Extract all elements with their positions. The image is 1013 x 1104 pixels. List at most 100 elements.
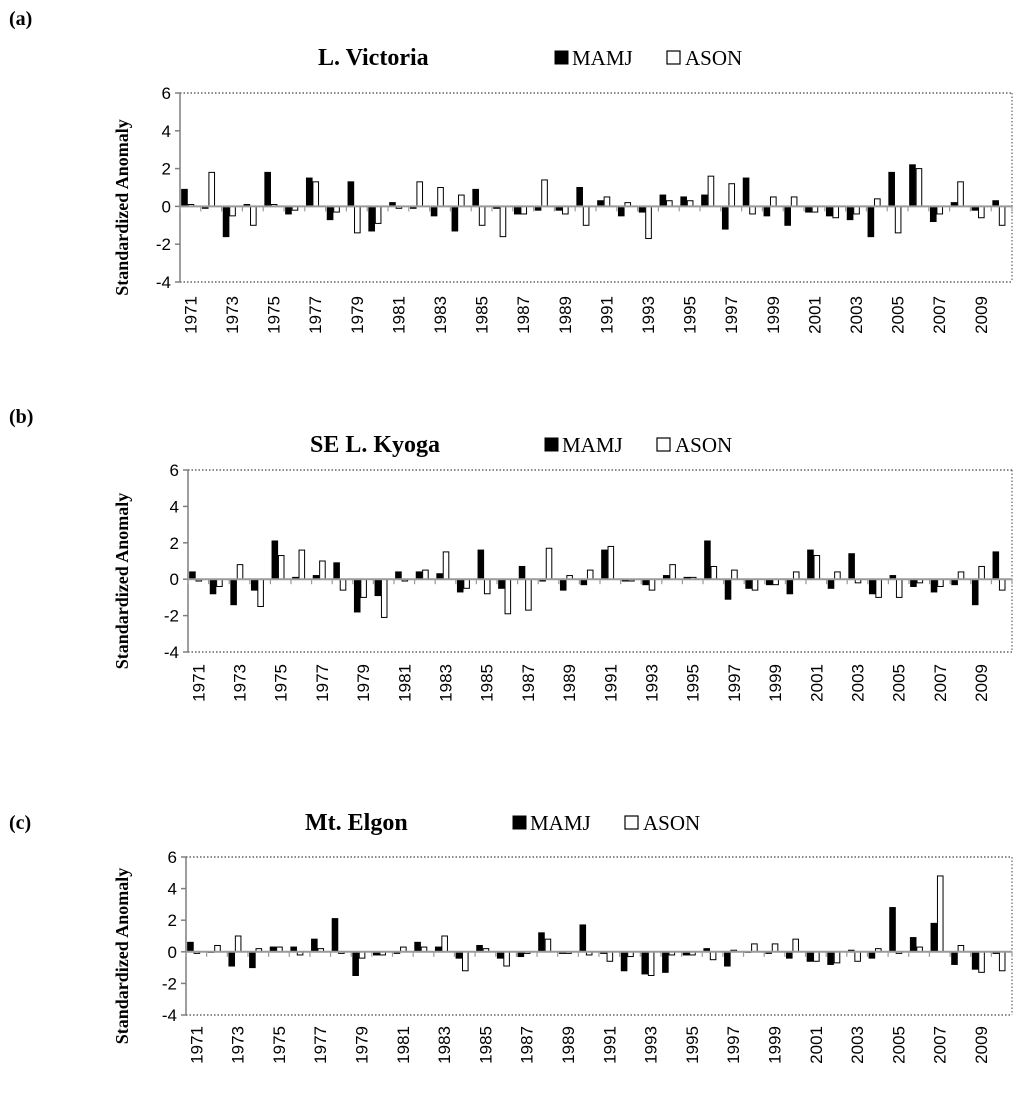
- bar-mamj: [353, 578, 361, 613]
- bar-mamj: [538, 932, 545, 953]
- bar-mamj: [846, 205, 854, 221]
- bar-mamj: [701, 194, 708, 207]
- bar-mamj: [326, 205, 334, 221]
- panel-b: (b) 6 4 2 0 -2 -4 Standardized Anomaly 1971 1973…: [0, 380, 1013, 740]
- y-tick-label: -2: [164, 607, 179, 626]
- bar-ason: [229, 205, 236, 217]
- bar-mamj: [745, 578, 752, 589]
- bar-mamj: [456, 578, 464, 593]
- x-tick-label: 1981: [394, 1026, 413, 1064]
- x-tick-label: 1997: [725, 664, 744, 702]
- bar-ason: [751, 578, 759, 591]
- x-tick-label: 1977: [306, 296, 325, 334]
- bar-mamj: [222, 205, 230, 238]
- bar-mamj: [930, 578, 938, 593]
- bar-ason: [339, 578, 347, 591]
- bar-ason: [525, 578, 532, 611]
- legend: MAMJ ASON: [512, 811, 700, 835]
- bar-ason: [236, 564, 244, 580]
- legend-label-ason: ASON: [643, 811, 700, 835]
- bar-ason: [790, 196, 798, 207]
- bar-ason: [374, 205, 382, 224]
- legend-label-ason: ASON: [685, 46, 742, 70]
- bar-mamj: [721, 205, 729, 230]
- x-tick-label: 1989: [559, 1026, 578, 1064]
- panel-a: (a) 6 4 2 0 -2 -4 Standardized Anomaly 1971 1973…: [0, 0, 1013, 360]
- bar-ason: [499, 205, 507, 238]
- x-tick-label: 1999: [764, 296, 783, 334]
- x-tick-label: 1987: [514, 296, 533, 334]
- bar-mamj: [910, 578, 917, 587]
- bar-ason: [936, 875, 944, 953]
- bar-mamj: [181, 188, 188, 207]
- bar-mamj: [368, 205, 375, 232]
- y-tick-label: -4: [164, 643, 179, 662]
- bar-mamj: [763, 205, 771, 217]
- bar-ason: [771, 943, 779, 953]
- y-tick-label: -2: [156, 235, 171, 254]
- bar-ason: [936, 205, 944, 215]
- x-tick-label: 1983: [437, 664, 456, 702]
- bar-mamj: [784, 205, 791, 226]
- y-tick-label: 2: [162, 160, 171, 179]
- x-tick-label: 1981: [395, 664, 414, 702]
- legend: MAMJ ASON: [554, 46, 742, 70]
- bar-mamj: [601, 549, 608, 580]
- bar-mamj: [430, 205, 438, 217]
- y-tick-label: 6: [162, 84, 171, 103]
- y-tick-label: 6: [170, 461, 179, 480]
- bar-ason: [874, 198, 881, 207]
- bar-ason: [478, 205, 486, 226]
- bar-mamj: [909, 937, 917, 953]
- bar-ason: [813, 951, 820, 962]
- bar-ason: [582, 205, 590, 226]
- x-tick-label: 1989: [556, 296, 575, 334]
- bar-ason: [833, 951, 841, 964]
- bar-mamj: [311, 938, 318, 953]
- x-tick-label: 1995: [681, 296, 700, 334]
- bar-ason: [957, 181, 964, 207]
- x-tick-label: 1979: [353, 1026, 372, 1064]
- bar-ason: [647, 951, 655, 977]
- bar-ason: [504, 578, 512, 615]
- x-tick-label: 1997: [724, 1026, 743, 1064]
- panel-label: (c): [9, 812, 32, 834]
- bar-mamj: [929, 205, 937, 223]
- bar-ason: [312, 181, 320, 207]
- x-tick-label: 1977: [311, 1026, 330, 1064]
- x-tick-label: 1993: [642, 1026, 661, 1064]
- bar-mamj: [825, 205, 833, 217]
- bar-mamj: [347, 181, 355, 207]
- bar-ason: [463, 578, 470, 589]
- bar-mamj: [228, 951, 236, 967]
- bar-mamj: [868, 578, 876, 595]
- x-tick-label: 2009: [972, 1026, 991, 1064]
- y-tick-label: 0: [168, 943, 177, 962]
- bar-mamj: [867, 205, 875, 238]
- bar-mamj: [189, 571, 196, 580]
- bar-mamj: [271, 540, 279, 580]
- y-tick-label: 2: [170, 534, 179, 553]
- bar-mamj: [264, 171, 271, 207]
- x-tick-label: 1979: [354, 664, 373, 702]
- x-tick-label: 2005: [889, 1026, 908, 1064]
- bar-mamj: [352, 951, 359, 977]
- bar-ason: [957, 571, 965, 580]
- bar-mamj: [807, 549, 814, 580]
- y-tick-label: 4: [162, 122, 171, 141]
- bar-mamj: [888, 171, 895, 207]
- x-tick-label: 1997: [722, 296, 741, 334]
- bar-ason: [792, 571, 800, 580]
- x-tick-label: 2003: [849, 664, 868, 702]
- y-tick-label: -4: [162, 1006, 177, 1025]
- bar-mamj: [477, 549, 485, 580]
- legend-swatch-ason: [624, 815, 639, 830]
- bar-mamj: [414, 941, 421, 953]
- bar-ason: [751, 943, 758, 953]
- bar-ason: [586, 569, 594, 580]
- bar-mamj: [641, 951, 649, 975]
- bar-ason: [544, 938, 552, 953]
- bar-mamj: [451, 205, 459, 232]
- y-axis-label: Standardized Anomaly: [112, 493, 132, 670]
- x-tick-label: 1995: [683, 1026, 702, 1064]
